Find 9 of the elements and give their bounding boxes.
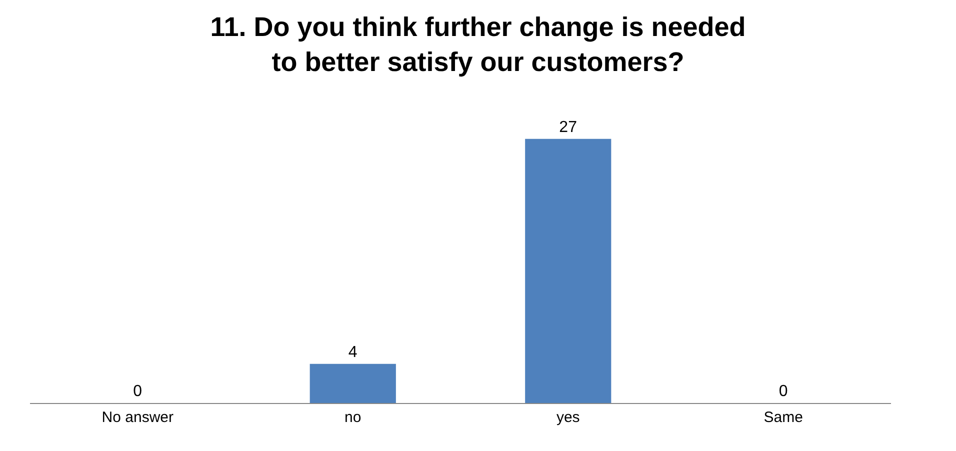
x-tick-label: No answer bbox=[102, 409, 174, 426]
x-tick-label: Same bbox=[764, 409, 803, 426]
data-label: 0 bbox=[133, 383, 142, 400]
data-label: 27 bbox=[559, 118, 578, 136]
x-tick-label: yes bbox=[556, 409, 580, 426]
data-label: 4 bbox=[348, 344, 358, 361]
data-label: 0 bbox=[778, 383, 788, 400]
x-tick-label: no bbox=[344, 409, 362, 426]
chart-title: 11. Do you think further change is needed to better satisfy our customers? bbox=[210, 12, 746, 78]
